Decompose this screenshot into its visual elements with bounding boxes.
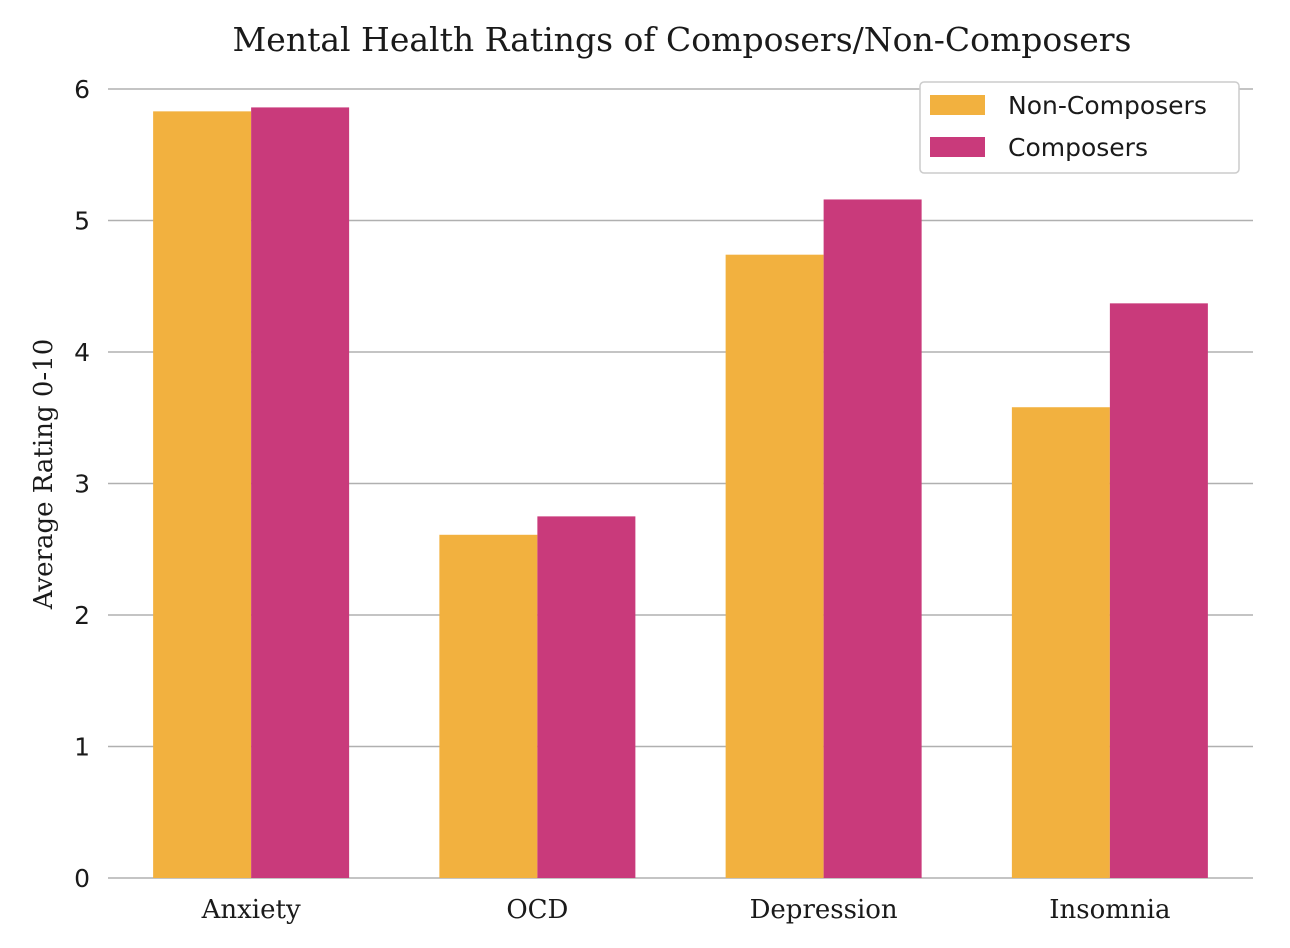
bar-anxiety-non-composers bbox=[153, 111, 252, 879]
x-tick-label: OCD bbox=[506, 895, 568, 925]
chart-title: Mental Health Ratings of Composers/Non-C… bbox=[233, 20, 1132, 59]
bar-insomnia-composers bbox=[1109, 303, 1208, 879]
bar-depression-non-composers bbox=[725, 254, 824, 878]
y-tick-label: 2 bbox=[74, 601, 90, 630]
x-tick-label: Insomnia bbox=[1049, 895, 1170, 925]
legend-swatch-composers bbox=[930, 137, 985, 157]
legend: Non-Composers Composers bbox=[919, 81, 1240, 174]
y-tick-label: 3 bbox=[74, 470, 90, 499]
bar-anxiety-composers bbox=[251, 107, 350, 878]
bar-ocd-composers bbox=[537, 516, 636, 878]
y-tick-label: 6 bbox=[74, 75, 90, 104]
y-tick-label: 5 bbox=[74, 207, 90, 236]
legend-label-composers: Composers bbox=[1008, 133, 1148, 162]
x-tick-label: Anxiety bbox=[201, 895, 301, 925]
bar-depression-composers bbox=[823, 199, 922, 878]
y-tick-label: 4 bbox=[74, 338, 90, 367]
legend-label-non-composers: Non-Composers bbox=[1008, 91, 1207, 120]
x-tick-label: Depression bbox=[750, 895, 898, 925]
bars bbox=[153, 107, 1208, 879]
legend-frame bbox=[919, 81, 1240, 174]
y-axis-label: Average Rating 0-10 bbox=[29, 339, 59, 611]
y-axis-ticks: 0 1 2 3 4 5 6 bbox=[74, 75, 90, 893]
legend-swatch-non-composers bbox=[930, 95, 985, 115]
bar-ocd-non-composers bbox=[439, 534, 538, 878]
y-tick-label: 1 bbox=[74, 733, 90, 762]
bar-insomnia-non-composers bbox=[1011, 407, 1110, 878]
y-tick-label: 0 bbox=[74, 864, 90, 893]
x-axis-ticks: Anxiety OCD Depression Insomnia bbox=[201, 895, 1171, 925]
